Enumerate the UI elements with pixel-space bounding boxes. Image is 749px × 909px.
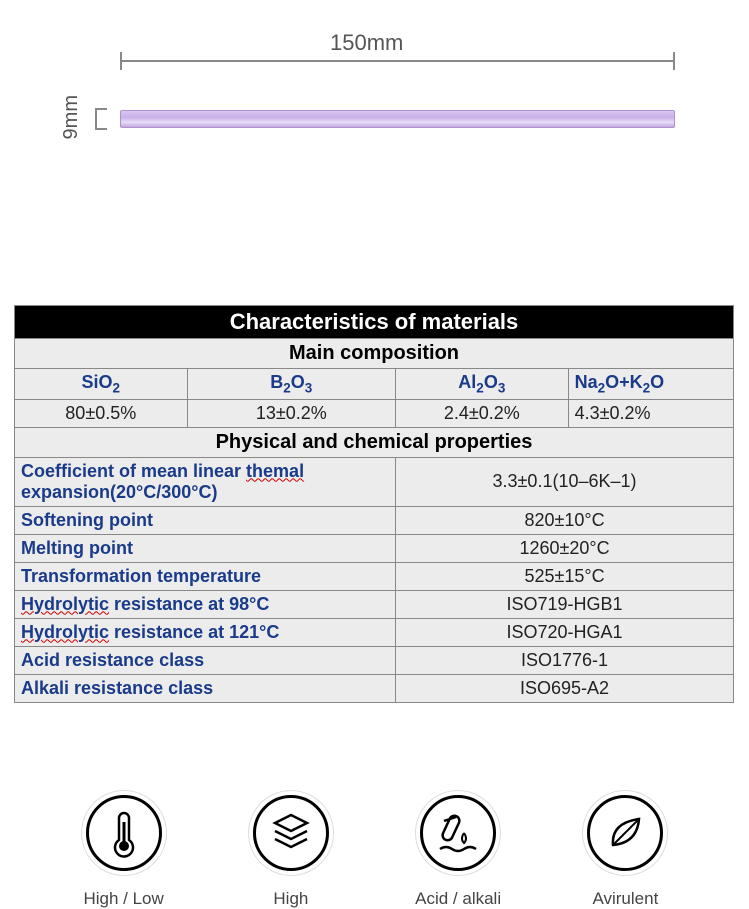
glass-rod-graphic: [120, 110, 675, 128]
dim-tick: [120, 52, 122, 70]
length-dimension-line: [120, 60, 675, 62]
prop-name: Melting point: [15, 534, 396, 562]
dim-tick: [673, 52, 675, 70]
prop-val: 3.3±0.1(10–6K–1): [396, 457, 734, 506]
icon-label: High / Low: [83, 889, 163, 909]
prop-val: ISO719-HGB1: [396, 590, 734, 618]
thermometer-icon: [86, 795, 162, 871]
acid-drop-icon: [420, 795, 496, 871]
prop-val: 820±10°C: [396, 506, 734, 534]
diameter-dimension-label: 9mm: [60, 95, 83, 139]
prop-val: 1260±20°C: [396, 534, 734, 562]
feature-item-temperature: High / Low: [54, 795, 194, 909]
icon-label: Avirulent: [592, 889, 658, 909]
prop-val: 525±15°C: [396, 562, 734, 590]
comp-val: 80±0.5%: [15, 399, 188, 427]
prop-name: Alkali resistance class: [15, 674, 396, 702]
prop-name: Acid resistance class: [15, 646, 396, 674]
leaf-icon: [587, 795, 663, 871]
feature-item-acid: Acid / alkali: [388, 795, 528, 909]
phys-chem-header: Physical and chemical properties: [15, 427, 734, 457]
icon-label: High: [273, 889, 308, 909]
characteristics-table: Characteristics of materials Main compos…: [14, 305, 734, 703]
main-composition-header: Main composition: [15, 339, 734, 369]
feature-item-hardness: High: [221, 795, 361, 909]
prop-name: Hydrolytic resistance at 98°C: [15, 590, 396, 618]
prop-name: Transformation temperature: [15, 562, 396, 590]
length-dimension-label: 150mm: [330, 30, 403, 56]
feature-item-avirulent: Avirulent: [555, 795, 695, 909]
prop-name: Softening point: [15, 506, 396, 534]
comp-col-na2ok2o: Na2O+K2O: [568, 369, 733, 400]
comp-val: 4.3±0.2%: [568, 399, 733, 427]
prop-val: ISO695-A2: [396, 674, 734, 702]
feature-icons-row: High / Low High Acid / alkali Avirulent: [0, 795, 749, 909]
table-title: Characteristics of materials: [15, 306, 734, 339]
layers-icon: [253, 795, 329, 871]
prop-name-expansion: Coefficient of mean linear themalexpansi…: [15, 457, 396, 506]
comp-col-sio2: SiO2: [15, 369, 188, 400]
comp-val: 13±0.2%: [187, 399, 396, 427]
prop-name: Hydrolytic resistance at 121°C: [15, 618, 396, 646]
comp-val: 2.4±0.2%: [396, 399, 569, 427]
prop-val: ISO1776-1: [396, 646, 734, 674]
comp-col-b2o3: B2O3: [187, 369, 396, 400]
prop-val: ISO720-HGA1: [396, 618, 734, 646]
comp-col-al2o3: Al2O3: [396, 369, 569, 400]
icon-label: Acid / alkali: [415, 889, 501, 909]
dimension-diagram: 150mm 9mm: [0, 30, 749, 170]
diameter-bracket: [95, 108, 107, 130]
